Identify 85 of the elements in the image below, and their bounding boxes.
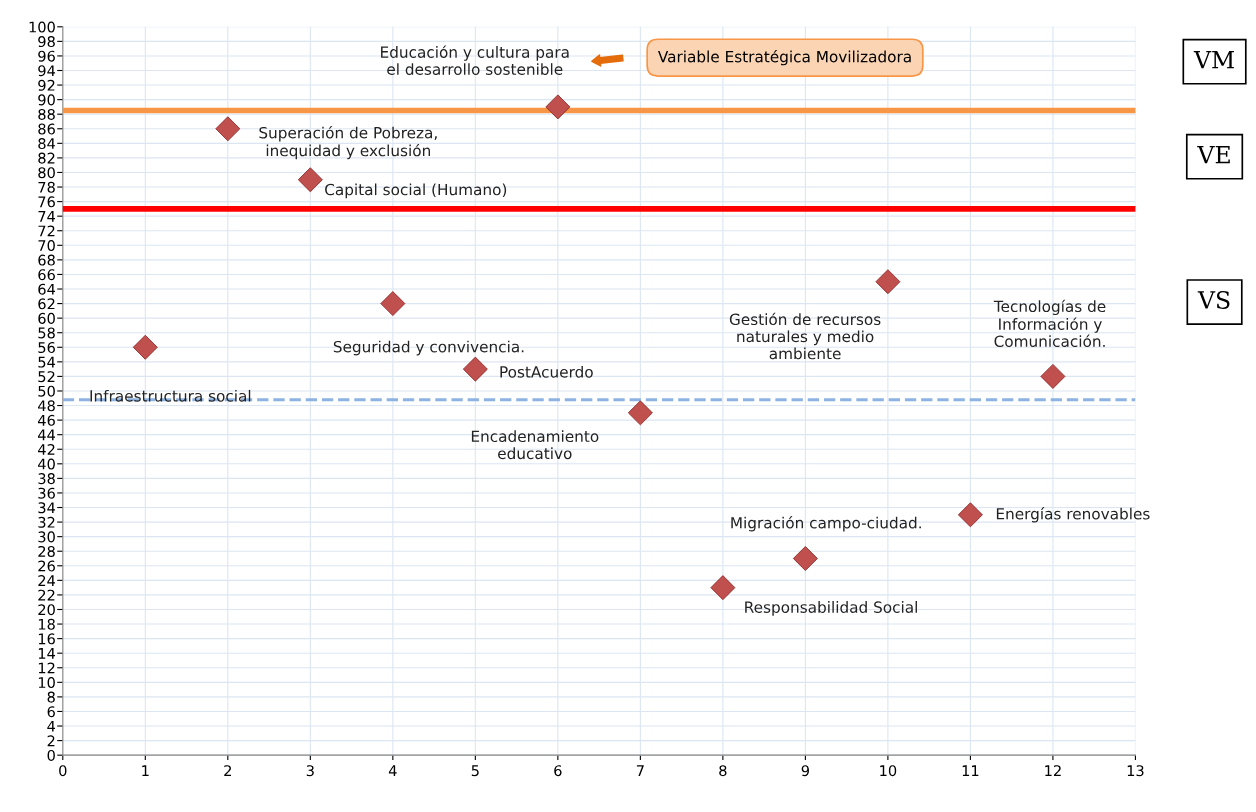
y-tick-label: 84	[38, 138, 56, 150]
y-tick-label: 46	[38, 414, 55, 426]
y-tick-label: 40	[38, 458, 55, 470]
x-tick-label: 0	[59, 765, 67, 777]
point	[462, 356, 488, 382]
annotation: Variable Estratégica Movilizadora	[657, 49, 911, 66]
x-tick-label: 4	[388, 765, 397, 776]
x-tick-label: 6	[554, 765, 562, 777]
x-tick-label: 7	[636, 765, 644, 776]
text: VE	[1197, 146, 1230, 164]
y-tick-label: 36	[38, 487, 55, 499]
y-tick-label: 80	[38, 167, 55, 179]
y-tick-label: 100	[29, 21, 55, 33]
y-tick-label: 72	[38, 225, 55, 237]
y-tick-label: 74	[38, 211, 56, 222]
y-tick-label: 14	[38, 648, 56, 659]
y-tick-label: 92	[38, 79, 55, 91]
x-tick-label: 2	[224, 765, 231, 776]
x-tick-label: 9	[801, 765, 809, 777]
y-tick-label: 58	[38, 327, 55, 339]
y-tick-label: 24	[38, 575, 56, 586]
point	[215, 116, 241, 142]
y-tick-label: 34	[38, 502, 56, 514]
text: VM	[1193, 51, 1234, 69]
y-tick-label: 48	[38, 400, 55, 412]
y-tick-label: 82	[38, 152, 55, 164]
annotation: Educación y cultura para el desarrollo sostenible	[381, 45, 569, 75]
y-tick-label: 88	[38, 108, 55, 120]
y-tick-label: 16	[38, 633, 55, 645]
annotation: PostAcuerdo	[500, 365, 593, 378]
y-tick-label: 96	[38, 50, 55, 62]
y-tick-label: 90	[38, 94, 55, 106]
y-tick-label: 86	[38, 123, 55, 135]
y-tick-label: 66	[38, 269, 55, 281]
y-tick-label: 10	[38, 677, 55, 689]
y-tick-label: 78	[38, 181, 55, 193]
y-tick-label: 12	[38, 662, 55, 674]
y-tick-label: 26	[38, 560, 55, 572]
x-tick-label: 12	[1045, 765, 1061, 776]
x-tick-label: 10	[880, 765, 897, 777]
y-tick-label: 6	[47, 706, 55, 718]
annotation: Responsabilidad Social	[745, 601, 917, 616]
y-tick-label: 76	[38, 196, 55, 208]
y-tick-label: 94	[38, 65, 56, 77]
y-tick-label: 50	[38, 385, 55, 397]
y-tick-label: 60	[38, 312, 55, 324]
annotation: Tecnologías de Información y Comunicación.	[993, 299, 1106, 348]
y-tick-label: 0	[47, 749, 55, 761]
x-tick-label: 13	[1127, 765, 1144, 777]
x-tick-label: 3	[306, 765, 314, 777]
x-tick-label: 1	[142, 765, 149, 776]
annotation: Encadenamiento educativo	[471, 430, 599, 460]
point	[710, 575, 736, 601]
text: VS	[1197, 291, 1230, 309]
y-tick-label: 22	[38, 589, 55, 601]
y-tick-label: 8	[47, 691, 55, 703]
y-tick-label: 38	[38, 473, 55, 485]
annotation: Gestión de recursos naturales y medio ambiente	[729, 312, 881, 360]
y-tick-label: 56	[38, 341, 55, 354]
y-tick-label: 98	[38, 36, 55, 48]
y-tick-label: 68	[38, 254, 55, 266]
y-tick-label: 54	[38, 356, 56, 368]
x-tick-label: 5	[471, 765, 479, 777]
y-tick-label: 64	[38, 283, 56, 295]
y-tick-label: 20	[38, 604, 55, 616]
y-tick-label: 2	[47, 735, 55, 747]
annotation: Energías renovables	[996, 507, 1150, 523]
point	[875, 269, 901, 295]
annotation: Migración campo-ciudad.	[731, 516, 921, 532]
y-tick-label: 44	[38, 429, 56, 441]
x-tick-label: 11	[962, 765, 979, 776]
annotation: Seguridad y convivencia.	[333, 340, 524, 356]
y-tick-label: 70	[38, 240, 55, 252]
y-tick-label: 62	[38, 298, 55, 310]
y-tick-label: 32	[38, 516, 55, 528]
annotation: Superación de Pobreza, inequidad y exclusión	[259, 126, 437, 160]
annotation: Infraestructura social	[90, 389, 251, 402]
y-tick-label: 52	[38, 371, 55, 383]
y-tick-label: 28	[38, 545, 55, 557]
y-tick-label: 18	[38, 618, 55, 630]
y-tick-label: 42	[38, 443, 55, 455]
annotation: Capital social (Humano)	[325, 183, 507, 199]
y-tick-label: 4	[47, 720, 56, 732]
y-tick-label: 30	[38, 531, 55, 543]
x-tick-label: 8	[719, 765, 727, 777]
